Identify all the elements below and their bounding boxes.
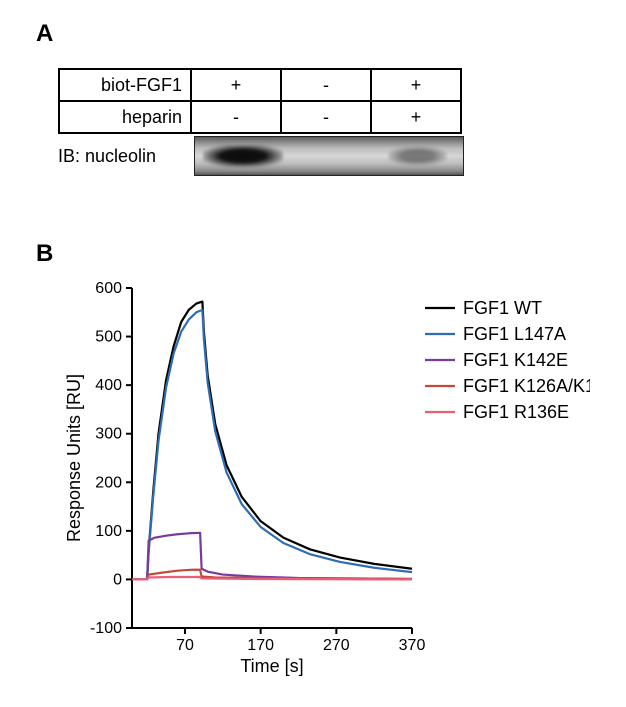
- y-tick-label: 0: [113, 571, 122, 588]
- cond-cell: -: [281, 69, 371, 101]
- immunoblot-label: IB: nucleolin: [58, 146, 156, 167]
- panel-b-label: B: [36, 240, 53, 268]
- cond-cell: -: [191, 101, 281, 133]
- x-tick-label: 70: [176, 637, 194, 654]
- legend-label: FGF1 WT: [463, 298, 542, 318]
- y-tick-label: 400: [95, 377, 122, 394]
- row-label-heparin: heparin: [59, 101, 191, 133]
- y-axis-title: Response Units [RU]: [64, 374, 84, 542]
- blot-band: [388, 147, 447, 165]
- panel-a-label: A: [36, 20, 53, 48]
- series-line: [132, 302, 412, 580]
- table-row: heparin - - +: [59, 101, 461, 133]
- x-tick-label: 270: [323, 637, 350, 654]
- legend-label: FGF1 R136E: [463, 402, 569, 422]
- y-tick-label: -100: [90, 620, 122, 637]
- x-tick-label: 170: [247, 637, 274, 654]
- series-line: [132, 533, 412, 580]
- cond-cell: -: [281, 101, 371, 133]
- y-tick-label: 200: [95, 474, 122, 491]
- legend-label: FGF1 K142E: [463, 350, 568, 370]
- condition-table: biot-FGF1 + - + heparin - - +: [58, 68, 462, 134]
- cond-cell: +: [371, 101, 461, 133]
- row-label-biot: biot-FGF1: [59, 69, 191, 101]
- spr-chart: -100 0 100 200 300 400 500 600 70 170 270 370 Time […: [60, 278, 590, 678]
- legend-label: FGF1 K126A/K127A: [463, 376, 590, 396]
- y-tick-label: 500: [95, 329, 122, 346]
- y-tick-label: 100: [95, 523, 122, 540]
- cond-cell: +: [191, 69, 281, 101]
- blot-band: [203, 145, 283, 167]
- x-tick-label: 370: [399, 637, 426, 654]
- y-tick-label: 300: [95, 426, 122, 443]
- table-row: biot-FGF1 + - +: [59, 69, 461, 101]
- y-tick-label: 600: [95, 280, 122, 297]
- western-blot: [194, 136, 464, 176]
- cond-cell: +: [371, 69, 461, 101]
- x-axis-title: Time [s]: [240, 656, 303, 676]
- legend-label: FGF1 L147A: [463, 324, 566, 344]
- series-line: [132, 310, 412, 580]
